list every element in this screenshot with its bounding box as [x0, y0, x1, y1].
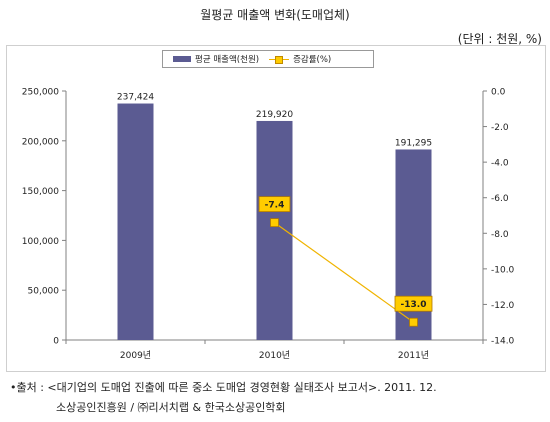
growth-label-box	[258, 196, 291, 213]
right-tick-label: 0.0	[491, 88, 506, 98]
left-tick-label: 50,000	[28, 287, 60, 297]
right-tick-label: -14.0	[491, 337, 515, 347]
left-tick-label: 200,000	[22, 137, 59, 147]
source-note: •출처 : <대기업의 도매업 진출에 따른 중소 도매업 경영현황 실태조사 …	[10, 378, 437, 418]
left-tick-label: 250,000	[22, 88, 59, 98]
legend-bar-label: 평균 매출액(천원)	[195, 55, 260, 65]
legend: 평균 매출액(천원) 증감률(%)	[162, 50, 374, 68]
left-tick-label: 150,000	[22, 187, 59, 197]
bar	[117, 103, 154, 340]
growth-line	[274, 222, 414, 323]
right-tick-label: -2.0	[491, 123, 509, 133]
source-line-1: •출처 : <대기업의 도매업 진출에 따른 중소 도매업 경영현황 실태조사 …	[10, 381, 437, 394]
legend-bar-swatch	[173, 56, 191, 62]
left-tick-label: 0	[53, 337, 59, 347]
x-tick-label: 2011년	[398, 350, 429, 361]
bar-value-label: 219,920	[256, 110, 293, 120]
bar	[256, 120, 293, 340]
left-tick-label: 100,000	[22, 237, 59, 247]
legend-item-bar: 평균 매출액(천원)	[173, 53, 259, 65]
unit-label: (단위 : 천원, %)	[457, 32, 542, 46]
growth-marker	[409, 317, 418, 327]
x-tick-label: 2009년	[120, 350, 151, 361]
growth-label-box	[394, 295, 433, 312]
growth-value-label: -13.0	[401, 300, 427, 310]
legend-line-swatch	[269, 54, 290, 64]
right-tick-label: -6.0	[491, 194, 509, 204]
right-tick-label: -12.0	[491, 301, 515, 311]
growth-marker	[270, 218, 279, 228]
right-tick-label: -4.0	[491, 159, 509, 169]
chart-title: 월평균 매출액 변화(도매업체)	[200, 8, 350, 22]
right-tick-label: -8.0	[491, 230, 509, 240]
right-tick-label: -10.0	[491, 265, 515, 275]
growth-value-label: -7.4	[265, 201, 285, 211]
bar-value-label: 237,424	[117, 93, 154, 103]
source-line-2: 소상공인진흥원 / ㈜리서치랩 & 한국소상공인학회	[56, 401, 286, 414]
legend-line-label: 증감률(%)	[293, 55, 332, 65]
bar-value-label: 191,295	[395, 138, 432, 148]
legend-item-line: 증감률(%)	[269, 53, 331, 65]
x-tick-label: 2010년	[259, 350, 290, 361]
